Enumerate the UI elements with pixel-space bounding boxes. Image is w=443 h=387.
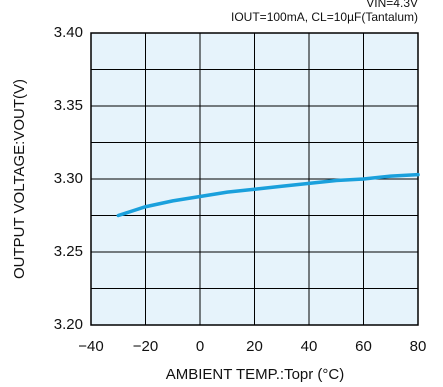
y-tick-label: 3.40	[54, 24, 83, 41]
y-tick-label: 3.30	[54, 170, 83, 187]
y-axis-label: OUTPUT VOLTAGE:VOUT(V)	[11, 79, 28, 279]
plot-frame	[90, 32, 419, 326]
x-axis-label: AMBIENT TEMP.:Topr (°C)	[166, 366, 345, 383]
y-tick-label: 3.35	[54, 97, 83, 114]
x-tick-label: −20	[133, 338, 158, 355]
x-tick-label: −40	[78, 338, 103, 355]
x-tick-label: 0	[196, 338, 204, 355]
chart-subtitle: IOUT=100mA, CL=10µF(Tantalum)	[231, 10, 418, 24]
chart-title: VIN=4.3V	[366, 0, 418, 10]
data-line	[116, 172, 420, 218]
x-tick-label: 60	[355, 338, 372, 355]
x-tick-label: 40	[301, 338, 318, 355]
x-tick-label: 20	[246, 338, 263, 355]
y-tick-label: 3.25	[54, 243, 83, 260]
y-tick-label: 3.20	[54, 316, 83, 333]
x-tick-label: 80	[410, 338, 427, 355]
